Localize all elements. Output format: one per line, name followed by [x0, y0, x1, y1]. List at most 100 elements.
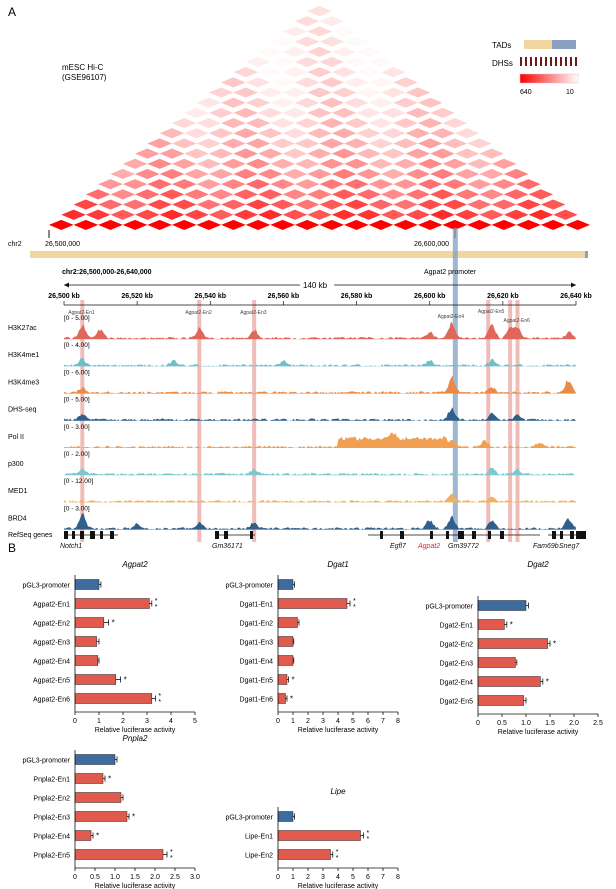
- enhancer-highlight: [508, 300, 513, 542]
- dhs-tick: [555, 57, 557, 66]
- category-label: pGL3-promoter: [23, 583, 71, 590]
- hic-cell: [122, 158, 148, 169]
- hic-cell: [245, 138, 271, 149]
- bar: [74, 849, 164, 860]
- hic-cell: [135, 148, 160, 159]
- bar: [277, 811, 294, 822]
- bar: [477, 695, 524, 706]
- dhs-tick: [560, 57, 562, 66]
- hic-cell: [319, 16, 345, 27]
- dhs-tick: [535, 57, 537, 66]
- hic-cell: [307, 26, 332, 37]
- dhs-tick: [545, 57, 547, 66]
- enhancer-label: Agpat2-En4: [438, 314, 465, 320]
- hic-cell: [405, 209, 431, 220]
- hic-cell: [282, 46, 308, 57]
- hic-cell: [380, 87, 406, 98]
- enhancer-label: Agpat2-En5: [478, 309, 505, 315]
- x-tick-label: 8: [396, 874, 400, 881]
- hic-cell: [208, 189, 234, 200]
- hic-cell: [331, 128, 357, 139]
- track-name: DHS-seq: [8, 407, 37, 414]
- hic-cell: [344, 36, 369, 47]
- significance-mark: *: [170, 855, 173, 862]
- hic-tick-label-2: 26,600,000: [414, 241, 449, 248]
- hic-cell: [122, 179, 148, 190]
- hic-cell: [294, 36, 320, 47]
- significance-mark: *: [155, 598, 158, 605]
- category-label: Pnpla2-En3: [33, 815, 70, 822]
- hic-cell: [221, 179, 246, 190]
- x-axis-label: Relative luciferase activity: [95, 727, 176, 734]
- hic-cell: [331, 148, 357, 159]
- hic-cell: [221, 199, 246, 210]
- colorbar: [519, 73, 579, 84]
- hic-cell: [565, 219, 590, 230]
- hic-cell: [417, 118, 443, 129]
- hic-cell: [245, 56, 271, 68]
- significance-mark: *: [290, 695, 293, 704]
- category-label: Agpat2-En6: [33, 697, 70, 704]
- dhs-tick: [520, 57, 522, 66]
- x-axis-label: Relative luciferase activity: [498, 729, 579, 736]
- hic-cell: [294, 138, 320, 149]
- category-label: Dgat1-En4: [240, 659, 274, 666]
- hic-cell: [196, 179, 222, 190]
- hic-label-line2: (GSE96107): [62, 73, 107, 82]
- hic-cell: [208, 168, 234, 180]
- x-tick-label: 2: [306, 718, 310, 725]
- hic-cell: [331, 87, 357, 98]
- hic-cell: [380, 128, 406, 139]
- gene-exon: [430, 531, 433, 539]
- track-signal: [64, 358, 576, 367]
- track-name: H3K4me3: [8, 379, 39, 386]
- hic-cell: [454, 148, 480, 159]
- track-name: MED1: [8, 488, 28, 495]
- hic-cell: [368, 56, 394, 68]
- hic-cell: [319, 158, 345, 169]
- track-range: [0 - 3.00]: [64, 505, 90, 512]
- hic-cell: [528, 209, 554, 220]
- hic-cell: [393, 138, 418, 149]
- chart-dgat2: Dgat2 pGL3-promoter Dgat2-En1 * Dgat2-En2 * Dg…: [426, 560, 603, 736]
- enhancer-highlight: [80, 300, 85, 542]
- hic-cell: [331, 209, 357, 220]
- category-label: Lipe-En2: [245, 853, 273, 860]
- hic-cell: [491, 199, 517, 210]
- hic-cell: [282, 168, 308, 180]
- hic-cell: [294, 77, 320, 88]
- refseq-label: RefSeq genes: [8, 532, 53, 539]
- hic-cell: [368, 219, 394, 230]
- gene-exon: [458, 531, 464, 539]
- significance-mark: *: [158, 699, 161, 706]
- hic-cell: [258, 128, 283, 139]
- bar: [277, 830, 361, 841]
- hic-cell: [356, 128, 381, 139]
- hic-cell: [73, 219, 99, 230]
- hic-cell: [282, 67, 308, 78]
- hic-cell: [208, 128, 234, 139]
- category-label: Dgat1-En5: [240, 678, 274, 685]
- hic-cell: [184, 189, 209, 200]
- x-tick-label: 3.0: [190, 874, 200, 881]
- hic-cell: [356, 189, 381, 200]
- hic-cell: [319, 219, 345, 230]
- hic-cell: [503, 209, 529, 220]
- hic-cell: [171, 199, 197, 210]
- x-tick-label: 2.0: [150, 874, 160, 881]
- category-label: Dgat2-En1: [440, 623, 474, 630]
- hic-cell: [540, 199, 566, 210]
- hic-cell: [393, 97, 418, 108]
- hic-cell: [122, 219, 148, 230]
- hic-cell: [442, 199, 468, 210]
- gene-exon: [488, 531, 491, 539]
- x-tick-label: 0: [276, 874, 280, 881]
- colorbar-max: 640: [520, 89, 532, 96]
- bar: [74, 636, 97, 647]
- x-tick-label: 8: [396, 718, 400, 725]
- track-name: BRD4: [8, 515, 27, 522]
- hic-cell: [294, 199, 320, 210]
- bar: [74, 830, 92, 841]
- track-name: H3K27ac: [8, 325, 37, 332]
- hic-cell: [208, 209, 234, 220]
